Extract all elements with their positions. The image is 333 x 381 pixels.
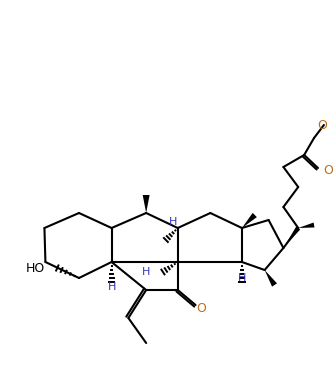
Polygon shape [242,213,257,228]
Text: O: O [317,118,327,131]
Text: HO: HO [26,261,45,274]
Polygon shape [265,270,277,287]
Text: H: H [238,273,246,283]
Text: H: H [168,217,177,227]
Text: O: O [196,301,206,314]
Polygon shape [143,195,150,213]
Polygon shape [283,226,300,248]
Polygon shape [298,223,314,228]
Text: H: H [142,267,150,277]
Text: O: O [323,163,333,176]
Text: H: H [108,282,116,292]
